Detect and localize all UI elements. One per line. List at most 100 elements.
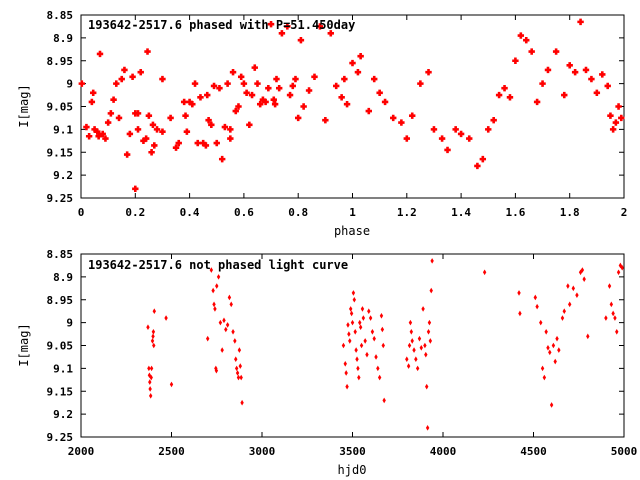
- unphased-data-point: [146, 324, 150, 330]
- unphased-data-point: [343, 361, 347, 367]
- unphased-data-point: [540, 365, 545, 372]
- unphased-data-point: [351, 290, 356, 296]
- phased-data-point: [490, 117, 497, 124]
- unphased-data-point: [578, 269, 583, 276]
- phased-data-point: [229, 68, 237, 76]
- unphased-data-point: [152, 308, 157, 314]
- unphased-data-point: [164, 315, 168, 321]
- phased-data-point: [113, 80, 120, 87]
- phased-data-point: [528, 48, 535, 55]
- phased-data-point: [376, 89, 383, 96]
- phased-data-point: [175, 139, 182, 147]
- unphased-data-point: [148, 393, 153, 399]
- phased-data-point: [240, 80, 248, 87]
- unphased-data-point: [348, 338, 352, 344]
- unphased-data-point: [424, 351, 428, 358]
- unphased-data-point: [429, 287, 433, 294]
- phased-x-tick-label: 2: [621, 206, 628, 219]
- unphased-data-point: [580, 267, 585, 273]
- unphased-data-point: [227, 294, 232, 301]
- unphased-data-point: [214, 365, 218, 372]
- phased-data-point: [544, 66, 552, 74]
- unphased-data-point: [535, 303, 539, 310]
- phased-data-point: [227, 135, 234, 142]
- unphased-data-point: [415, 365, 420, 372]
- unphased-data-point: [544, 328, 548, 335]
- phased-chart-title: 193642-2517.6 phased with P=51.450day: [88, 18, 355, 32]
- phased-data-point: [186, 98, 193, 106]
- phased-x-tick-label: 0.4: [180, 206, 200, 219]
- phased-data-point: [145, 112, 153, 119]
- unphased-data-point: [518, 310, 522, 317]
- phased-data-point: [216, 85, 223, 92]
- unphased-data-point: [358, 324, 363, 330]
- phased-data-point: [571, 68, 579, 76]
- unphased-data-point: [225, 322, 230, 328]
- unphased-y-tick-label: 8.85: [47, 248, 74, 261]
- unphased-data-point: [427, 319, 432, 326]
- phased-data-point: [604, 82, 611, 90]
- unphased-data-point: [374, 354, 378, 360]
- unphased-data-point: [542, 374, 547, 381]
- unphased-data-point: [607, 283, 612, 289]
- unphased-data-point: [417, 335, 422, 342]
- phased-data-point: [204, 91, 211, 99]
- phased-data-point: [95, 133, 102, 140]
- phased-data-point: [357, 52, 364, 60]
- unphased-data-point: [348, 306, 353, 312]
- phased-data-point: [110, 96, 117, 103]
- phased-data-point: [390, 114, 397, 122]
- unphased-data-point: [368, 315, 373, 321]
- phased-data-point: [398, 119, 405, 126]
- unphased-data-point: [218, 319, 223, 326]
- phased-data-point: [512, 57, 519, 64]
- unphased-x-tick-label: 2000: [68, 445, 95, 458]
- unphased-data-point: [613, 315, 617, 321]
- phased-data-point: [256, 101, 264, 108]
- phased-data-point: [305, 87, 313, 94]
- unphased-data-point: [216, 274, 221, 280]
- unphased-data-point: [560, 315, 565, 321]
- phased-y-tick-label: 9: [66, 78, 73, 91]
- unphased-data-point: [240, 399, 244, 406]
- unphased-data-points: [146, 258, 624, 431]
- phased-data-point: [218, 155, 226, 163]
- phased-data-point: [289, 82, 296, 90]
- unphased-data-point: [347, 331, 351, 337]
- unphased-data-point: [405, 356, 409, 363]
- phased-y-tick-label: 9.05: [47, 101, 74, 114]
- phased-data-point: [251, 64, 258, 71]
- phased-data-point: [140, 137, 147, 145]
- phased-data-point: [132, 185, 139, 193]
- phased-data-point: [485, 126, 492, 133]
- unphased-data-point: [148, 379, 152, 385]
- unphased-data-point: [235, 370, 240, 376]
- unphased-data-point: [341, 342, 346, 349]
- unphased-data-point: [409, 328, 414, 335]
- unphased-data-point: [214, 367, 219, 374]
- unphased-data-point: [517, 290, 521, 296]
- phased-data-point: [205, 117, 212, 124]
- phased-data-point: [115, 114, 123, 122]
- unphased-x-tick-label: 4500: [520, 445, 547, 458]
- phased-data-point: [224, 80, 231, 87]
- phased-data-point: [417, 80, 424, 87]
- phased-data-point: [134, 110, 142, 117]
- phased-data-point: [444, 146, 451, 154]
- unphased-y-ticks: 8.85 8.9 8.95 9 9.05 9.1 9.15 9.2 9.25: [47, 248, 624, 444]
- unphased-data-point: [370, 328, 375, 335]
- phased-data-point: [199, 139, 207, 147]
- unphased-data-point: [151, 333, 155, 340]
- unphased-data-point: [380, 326, 385, 333]
- phased-data-point: [286, 91, 294, 99]
- unphased-data-point: [562, 308, 566, 314]
- unphased-data-point: [238, 363, 242, 369]
- unphased-data-point: [408, 319, 413, 326]
- phased-y-tick-label: 9.2: [53, 169, 73, 182]
- unphased-data-point: [237, 347, 242, 353]
- unphased-chart-title: 193642-2517.6 not phased light curve: [88, 258, 348, 272]
- unphased-data-point: [352, 296, 357, 303]
- unphased-data-point: [209, 267, 214, 273]
- phased-data-point: [197, 94, 204, 101]
- phased-data-point: [275, 85, 283, 92]
